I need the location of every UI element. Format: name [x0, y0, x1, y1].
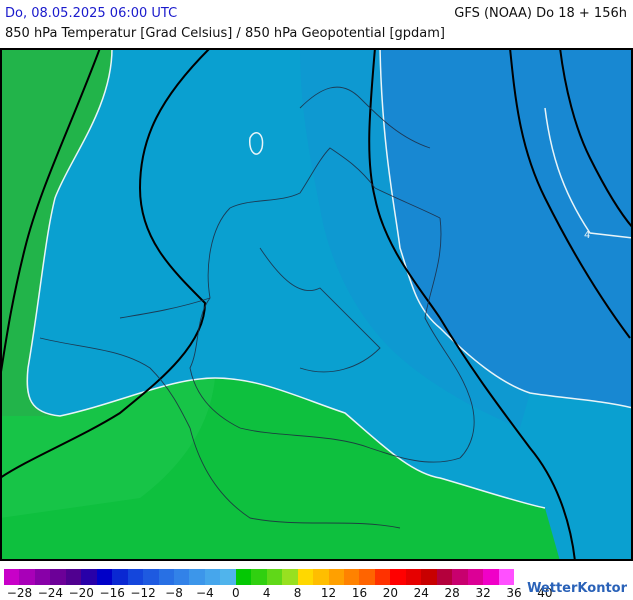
colorbar-ticks: −28 −24 −20 −16 −12 −8 −4 0 4 8 12 16 20 24 28 32 36 40 [0, 586, 553, 600]
colorbar-swatch [251, 569, 267, 585]
colorbar-swatch [96, 569, 113, 585]
colorbar-swatch [436, 569, 453, 585]
forecast-date: Do, 08.05.2025 06:00 UTC [5, 6, 178, 21]
isotherm-west [26, 48, 546, 509]
colorbar-tick-label: 40 [537, 586, 553, 600]
colorbar-swatch [390, 569, 406, 585]
temp-field-green-light [0, 378, 215, 518]
colorbar-tick-label: 32 [475, 586, 491, 600]
border-benelux [119, 297, 211, 319]
colorbar-tick-label: 20 [382, 586, 398, 600]
border-coast-north [229, 147, 441, 219]
colorbar-swatch [65, 569, 82, 585]
colorbar-tick-label: 28 [444, 586, 460, 600]
colorbar-tick-label: 12 [320, 586, 337, 600]
border-west [189, 207, 241, 429]
isotherm-east [379, 48, 633, 409]
map-frame [0, 48, 633, 561]
isotherm-ne [544, 107, 633, 239]
colorbar [4, 569, 514, 585]
colorbar-swatch [343, 569, 360, 585]
colorbar-swatch [313, 569, 329, 585]
geopotential-contour-2 [0, 48, 211, 479]
colorbar-tick-label: 16 [351, 586, 368, 600]
colorbar-swatch [297, 569, 314, 585]
temp-field-minus-6 [380, 48, 633, 408]
colorbar-swatch [452, 569, 468, 585]
isotherm-small [249, 132, 264, 155]
border-france [39, 337, 191, 429]
temp-field-minus-5 [300, 48, 530, 428]
colorbar-swatch [189, 569, 205, 585]
colorbar-tick-label: 0 [231, 586, 240, 600]
colorbar-swatch [421, 569, 437, 585]
colorbar-swatch [158, 569, 174, 585]
colorbar-tick-label: 8 [293, 586, 302, 600]
colorbar-swatch [282, 569, 298, 585]
colorbar-swatch [4, 569, 20, 585]
border-south [239, 427, 461, 463]
colorbar-swatch [483, 569, 499, 585]
colorbar-swatch [81, 569, 97, 585]
colorbar-tick-label: −28 [6, 586, 33, 600]
colorbar-swatch [359, 569, 375, 585]
map-description: 850 hPa Temperatur [Grad Celsius] / 850 … [5, 26, 446, 41]
colorbar-swatch [143, 569, 159, 585]
model-run: GFS (NOAA) Do 18 + 156h [454, 6, 627, 21]
colorbar-tick-label: −16 [99, 586, 125, 600]
geopotential-contour-1 [0, 48, 101, 379]
colorbar-swatch [235, 569, 252, 585]
border-east [424, 217, 475, 459]
colorbar-swatch [220, 569, 236, 585]
colorbar-tick-label: −12 [130, 586, 156, 600]
geopotential-contour-3 [368, 48, 576, 561]
colorbar-swatch [19, 569, 35, 585]
border-alps [189, 427, 401, 529]
geopotential-contour-4 [509, 48, 631, 339]
colorbar-swatch [127, 569, 144, 585]
border-internal [259, 247, 381, 373]
colorbar-swatch [374, 569, 391, 585]
colorbar-tick-label: −20 [68, 586, 94, 600]
colorbar-swatch [498, 569, 514, 585]
colorbar-swatch [173, 569, 190, 585]
colorbar-swatch [112, 569, 128, 585]
border-scandinavia [299, 86, 431, 149]
weather-map: 4 [0, 48, 633, 561]
colorbar-tick-label: 36 [506, 586, 522, 600]
colorbar-swatch [34, 569, 51, 585]
colorbar-tick-label: 24 [413, 586, 429, 600]
colorbar-tick-label: −24 [37, 586, 64, 600]
colorbar-tick-label: −4 [196, 586, 214, 600]
isotherm-label: 4 [584, 230, 590, 241]
colorbar-tick-label: 4 [262, 586, 271, 600]
colorbar-swatch [467, 569, 484, 585]
colorbar-tick-label: −8 [165, 586, 183, 600]
colorbar-swatch [204, 569, 221, 585]
colorbar-swatch [328, 569, 344, 585]
colorbar-swatch [266, 569, 283, 585]
colorbar-swatch [405, 569, 422, 585]
wetterkontor-logo: WetterKontor [527, 581, 627, 596]
geopotential-contour-5 [559, 48, 633, 229]
colorbar-swatch [50, 569, 66, 585]
